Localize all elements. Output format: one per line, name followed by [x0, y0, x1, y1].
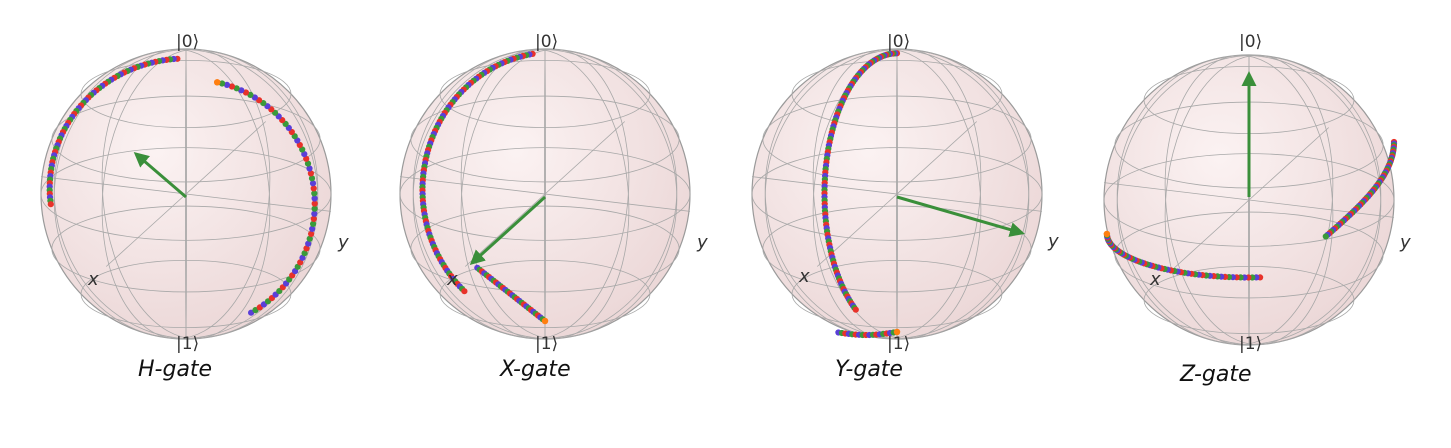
ket-one-label: |1⟩ — [176, 334, 199, 354]
trail-point — [307, 170, 314, 177]
bloch-sphere-y-gate: |0⟩ |1⟩ x y Y-gate — [751, 32, 1059, 382]
trail-point — [303, 155, 310, 162]
trail-point — [311, 200, 318, 207]
state-trail — [46, 55, 318, 316]
x-axis-label: x — [87, 269, 99, 290]
trail-end-point — [214, 79, 221, 86]
trail-point — [306, 235, 313, 242]
longitude-line — [53, 48, 319, 340]
ket-one-label: |1⟩ — [1239, 334, 1262, 354]
state-trail — [1103, 138, 1398, 281]
state-trail — [419, 50, 549, 325]
trail-point — [242, 89, 249, 96]
bloch-sphere-z-gate: |0⟩ |1⟩ x y Z-gate — [1103, 32, 1411, 387]
y-axis-label: y — [1399, 232, 1411, 253]
gate-caption: Y-gate — [835, 357, 903, 382]
trail-point — [461, 288, 468, 295]
x-axis-label: x — [1149, 269, 1161, 290]
trail-point — [308, 175, 316, 182]
y-axis-label: y — [337, 232, 349, 253]
state-vector-arrow — [133, 152, 187, 199]
longitude-line — [1116, 54, 1382, 346]
ket-zero-label: |0⟩ — [887, 32, 910, 52]
ket-one-label: |1⟩ — [535, 334, 558, 354]
ket-zero-label: |0⟩ — [1239, 32, 1262, 52]
trail-point — [852, 306, 859, 313]
trail-point — [223, 81, 231, 88]
longitude-line — [412, 48, 678, 340]
trail-point — [305, 240, 312, 247]
sphere-body — [40, 48, 332, 340]
trail-point — [297, 259, 304, 266]
trail-point — [310, 220, 317, 227]
trail-end-point — [1103, 230, 1111, 238]
y-axis-label: y — [1047, 231, 1059, 252]
trail-point — [311, 205, 318, 212]
y-axis-label: y — [696, 232, 708, 253]
trail-point — [311, 210, 318, 217]
bloch-sphere-x-gate: |0⟩ |1⟩ x y X-gate — [399, 32, 708, 382]
longitude-line — [1116, 54, 1382, 346]
trail-point — [301, 250, 308, 257]
x-axis-label: x — [798, 266, 810, 287]
longitude-line — [764, 48, 1030, 340]
trail-point — [1322, 233, 1329, 240]
longitude-line — [412, 48, 678, 340]
trail-point — [308, 230, 315, 237]
state-vector-arrow — [469, 195, 547, 266]
trail-point — [310, 185, 317, 192]
sphere-body — [399, 48, 691, 340]
trail-point — [219, 80, 226, 87]
trail-point — [233, 85, 240, 92]
trail-point — [311, 195, 318, 202]
trail-point — [303, 245, 310, 252]
ket-one-label: |1⟩ — [887, 334, 910, 354]
x-axis-label: x — [446, 269, 458, 290]
trail-point — [228, 83, 235, 90]
trail-end-point — [893, 328, 901, 336]
ket-zero-label: |0⟩ — [535, 32, 558, 52]
trail-point — [310, 215, 317, 222]
state-trail — [821, 50, 901, 339]
bloch-sphere-h-gate: |0⟩ |1⟩ x y H-gate — [40, 32, 349, 382]
sphere-body — [751, 48, 1043, 340]
ket-zero-label: |0⟩ — [176, 32, 199, 52]
trail-point — [309, 180, 317, 187]
trail-end-point — [541, 317, 549, 325]
trail-point — [309, 225, 316, 232]
gate-caption: H-gate — [138, 357, 212, 382]
gate-caption: X-gate — [499, 357, 571, 382]
gate-caption: Z-gate — [1179, 362, 1252, 387]
trail-point — [47, 201, 54, 208]
trail-point — [304, 160, 312, 167]
trail-point — [306, 165, 313, 172]
trail-point — [238, 87, 245, 94]
state-vector-arrow — [896, 195, 1025, 237]
trail-point — [311, 190, 318, 197]
